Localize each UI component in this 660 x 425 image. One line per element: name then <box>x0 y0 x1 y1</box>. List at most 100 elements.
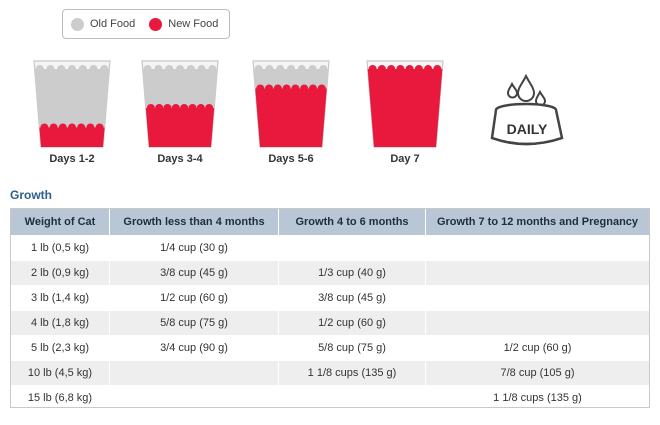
cell-4-6: 5/8 cup (75 g) <box>278 335 426 361</box>
transition-cup <box>366 60 444 148</box>
cell-7-12 <box>425 235 650 261</box>
new-food-fill <box>39 127 105 147</box>
cell-4-6 <box>278 385 426 411</box>
old-kibble <box>89 65 98 73</box>
cell-weight: 2 lb (0,9 kg) <box>10 260 110 286</box>
old-kibble <box>276 65 285 73</box>
new-food-fill <box>367 69 443 147</box>
table-row: 1 lb (0,5 kg) 1/4 cup (30 g) <box>10 235 650 261</box>
cell-weight: 1 lb (0,5 kg) <box>10 235 110 261</box>
cell-7-12: 1/2 cup (60 g) <box>425 335 650 361</box>
old-kibble <box>143 65 152 73</box>
legend-new-label: New Food <box>168 18 219 30</box>
cell-7-12: 1 1/8 cups (135 g) <box>425 385 650 411</box>
new-kibble <box>433 65 442 73</box>
cell-weight: 5 lb (2,3 kg) <box>10 335 110 361</box>
legend-item-old: Old Food <box>71 17 136 31</box>
legend-old-label: Old Food <box>90 18 136 30</box>
old-kibble <box>265 65 274 73</box>
cell-7-12: 7/8 cup (105 g) <box>425 360 650 386</box>
old-kibble <box>208 65 217 73</box>
new-kibble <box>282 84 291 93</box>
cup-label: Days 3-4 <box>157 153 203 165</box>
new-kibble <box>273 84 282 93</box>
new-kibble <box>171 104 180 112</box>
cell-lt4: 5/8 cup (75 g) <box>109 310 279 336</box>
feeding-table: Weight of Cat Growth less than 4 months … <box>10 208 650 411</box>
daily-bowl-icon: DAILY <box>488 70 568 160</box>
cell-7-12 <box>425 310 650 336</box>
transition-cup <box>141 60 219 148</box>
new-kibble <box>317 84 326 93</box>
cell-weight: 10 lb (4,5 kg) <box>10 360 110 386</box>
old-kibble <box>176 65 184 73</box>
water-drop-left <box>506 81 519 99</box>
old-kibble <box>35 65 44 73</box>
cell-weight: 15 lb (6,8 kg) <box>10 385 110 411</box>
new-food-fill <box>255 88 327 147</box>
old-kibble <box>78 65 87 73</box>
new-kibble <box>163 104 172 112</box>
cell-4-6: 3/8 cup (45 g) <box>278 285 426 311</box>
new-kibble <box>77 123 86 132</box>
new-kibble <box>265 84 274 93</box>
new-food-fill <box>145 108 215 147</box>
old-kibble <box>254 65 263 73</box>
cell-lt4: 1/2 cup (60 g) <box>109 285 279 311</box>
new-kibble <box>49 123 58 132</box>
old-kibble <box>46 65 55 73</box>
old-food-swatch <box>71 17 84 31</box>
new-kibble <box>291 84 300 93</box>
new-kibble <box>180 104 189 112</box>
water-drop-large <box>516 73 536 102</box>
new-kibble <box>95 123 104 132</box>
cell-lt4: 3/8 cup (45 g) <box>109 260 279 286</box>
new-kibble <box>68 123 76 132</box>
cell-lt4: 1/4 cup (30 g) <box>109 235 279 261</box>
new-kibble <box>387 65 396 73</box>
cell-4-6: 1/3 cup (40 g) <box>278 260 426 286</box>
legend: Old Food New Food <box>62 9 230 39</box>
new-kibble <box>40 123 49 132</box>
table-row: 10 lb (4,5 kg) 1 1/8 cups (135 g) 7/8 cu… <box>10 360 650 386</box>
old-kibble <box>100 65 109 73</box>
new-kibble <box>256 84 265 93</box>
new-kibble <box>58 123 67 132</box>
transition-cup <box>252 60 330 148</box>
cell-weight: 3 lb (1,4 kg) <box>10 285 110 311</box>
cell-lt4 <box>109 385 279 411</box>
new-kibble <box>196 104 205 112</box>
new-kibble <box>86 123 95 132</box>
header-growth-7-12: Growth 7 to 12 months and Pregnancy <box>425 208 650 236</box>
new-kibble <box>205 104 214 112</box>
table-row: 5 lb (2,3 kg) 3/4 cup (90 g) 5/8 cup (75… <box>10 335 650 361</box>
old-kibble <box>308 65 317 73</box>
cell-4-6 <box>278 235 426 261</box>
old-kibble <box>68 65 76 73</box>
old-kibble <box>197 65 206 73</box>
old-kibble <box>154 65 163 73</box>
cell-lt4: 3/4 cup (90 g) <box>109 335 279 361</box>
table-row: 2 lb (0,9 kg) 3/8 cup (45 g) 1/3 cup (40… <box>10 260 650 286</box>
cell-weight: 4 lb (1,8 kg) <box>10 310 110 336</box>
new-kibble <box>424 65 433 73</box>
new-kibble <box>377 65 386 73</box>
new-kibble <box>146 104 155 112</box>
old-kibble <box>186 65 195 73</box>
header-weight: Weight of Cat <box>10 208 110 236</box>
section-title: Growth <box>10 188 52 202</box>
cell-4-6: 1 1/8 cups (135 g) <box>278 360 426 386</box>
table-row: 3 lb (1,4 kg) 1/2 cup (60 g) 3/8 cup (45… <box>10 285 650 311</box>
new-kibble <box>188 104 197 112</box>
new-food-swatch <box>149 17 163 31</box>
cup-label: Day 7 <box>390 153 420 165</box>
cell-7-12 <box>425 260 650 286</box>
old-kibble <box>287 65 295 73</box>
new-kibble <box>405 65 414 73</box>
new-kibble <box>155 104 164 112</box>
new-kibble <box>308 84 317 93</box>
new-kibble <box>414 65 423 73</box>
header-growth-4-6: Growth 4 to 6 months <box>278 208 426 236</box>
table-row: 4 lb (1,8 kg) 5/8 cup (75 g) 1/2 cup (60… <box>10 310 650 336</box>
cell-4-6: 1/2 cup (60 g) <box>278 310 426 336</box>
